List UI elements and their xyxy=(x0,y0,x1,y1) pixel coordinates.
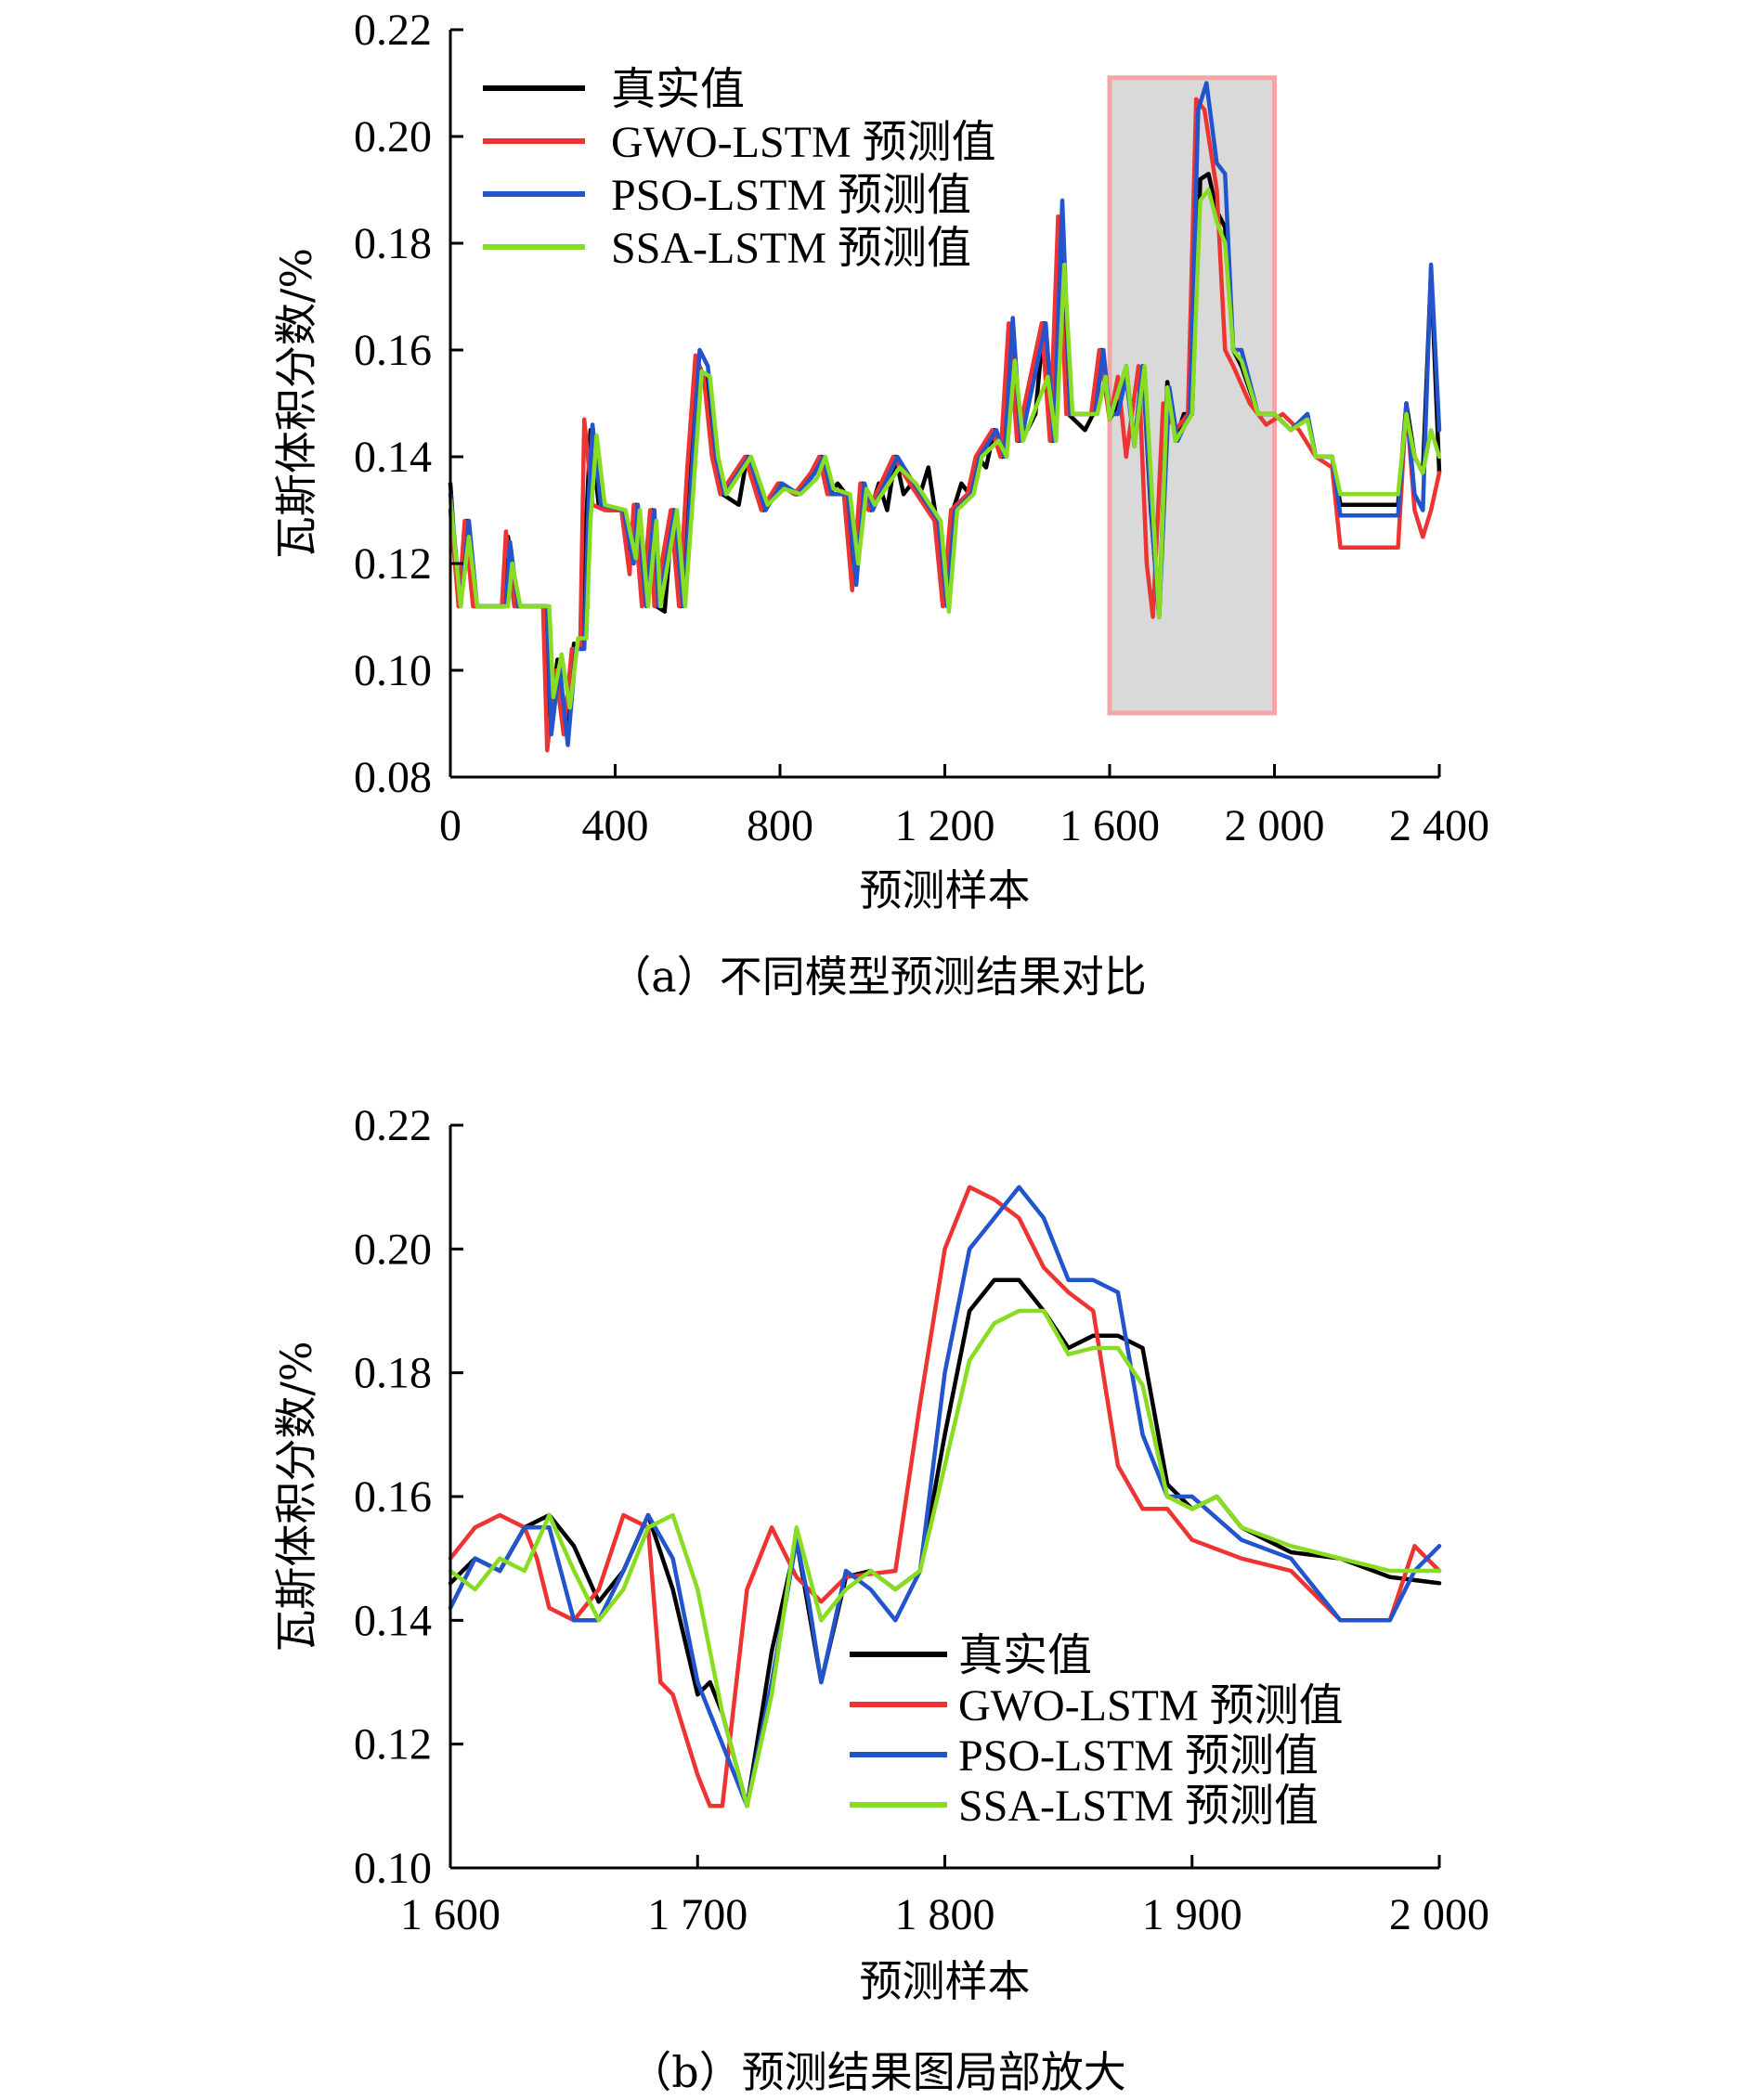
y-tick-label: 0.18 xyxy=(354,219,432,268)
legend-label-2: PSO-LSTM 预测值 xyxy=(611,171,971,220)
figure-caption: （a）不同模型预测结果对比 xyxy=(608,952,1146,1002)
x-tick-label: 1 700 xyxy=(647,1890,748,1939)
chart-b: 0.10 0.12 0.14 0.16 0.18 0.20 0.22 1 600 1 700 1 … xyxy=(271,1101,1489,2097)
y-tick-label: 0.14 xyxy=(354,433,432,482)
y-tick-label: 0.08 xyxy=(354,753,432,802)
y-axis-title: 瓦斯体积分数/% xyxy=(271,248,321,559)
x-tick-label: 400 xyxy=(582,801,649,850)
series-line-3 xyxy=(448,1308,1442,1808)
x-axis-title: 预测样本 xyxy=(860,865,1031,915)
y-tick-label: 0.16 xyxy=(354,1472,432,1522)
y-tick-label: 0.12 xyxy=(354,1720,432,1769)
x-tick-label: 0 xyxy=(439,801,462,850)
x-tick-label: 1 800 xyxy=(895,1890,995,1939)
y-tick-label: 0.20 xyxy=(354,112,432,162)
legend-label-2: PSO-LSTM 预测值 xyxy=(958,1731,1319,1781)
x-tick-label: 2 000 xyxy=(1389,1890,1489,1939)
series-line-1 xyxy=(448,97,1442,753)
chart-a: 0.08 0.10 0.12 0.14 0.16 0.18 0.20 0.22 0 400 800 1… xyxy=(271,6,1489,1002)
x-tick-label: 1 900 xyxy=(1142,1890,1242,1939)
legend-label-0: 真实值 xyxy=(611,65,745,114)
x-axis-title: 预测样本 xyxy=(860,1956,1031,2006)
legend-label-1: GWO-LSTM 预测值 xyxy=(611,118,996,167)
legend-label-1: GWO-LSTM 预测值 xyxy=(958,1681,1344,1731)
x-tick-label: 1 200 xyxy=(895,801,995,850)
y-tick-label: 0.14 xyxy=(354,1596,432,1645)
x-tick-label: 2 000 xyxy=(1225,801,1325,850)
y-tick-label: 0.20 xyxy=(354,1225,432,1274)
x-tick-label: 1 600 xyxy=(400,1890,500,1939)
y-tick-label: 0.10 xyxy=(354,646,432,695)
legend-label-0: 真实值 xyxy=(958,1631,1092,1680)
figure-caption: （b）预测结果图局部放大 xyxy=(629,2047,1125,2097)
legend-label-3: SSA-LSTM 预测值 xyxy=(958,1782,1319,1831)
series-line-3 xyxy=(448,188,1442,710)
y-tick-label: 0.10 xyxy=(354,1844,432,1893)
y-tick-label: 0.18 xyxy=(354,1349,432,1398)
x-tick-label: 800 xyxy=(747,801,813,850)
y-tick-label: 0.12 xyxy=(354,539,432,589)
x-tick-label: 2 400 xyxy=(1389,801,1489,850)
y-tick-label: 0.16 xyxy=(354,326,432,375)
x-tick-label: 1 600 xyxy=(1060,801,1160,850)
y-axis-title: 瓦斯体积分数/% xyxy=(271,1341,321,1652)
legend-label-3: SSA-LSTM 预测值 xyxy=(611,224,971,273)
y-tick-label: 0.22 xyxy=(354,1101,432,1150)
y-tick-label: 0.22 xyxy=(354,6,432,55)
